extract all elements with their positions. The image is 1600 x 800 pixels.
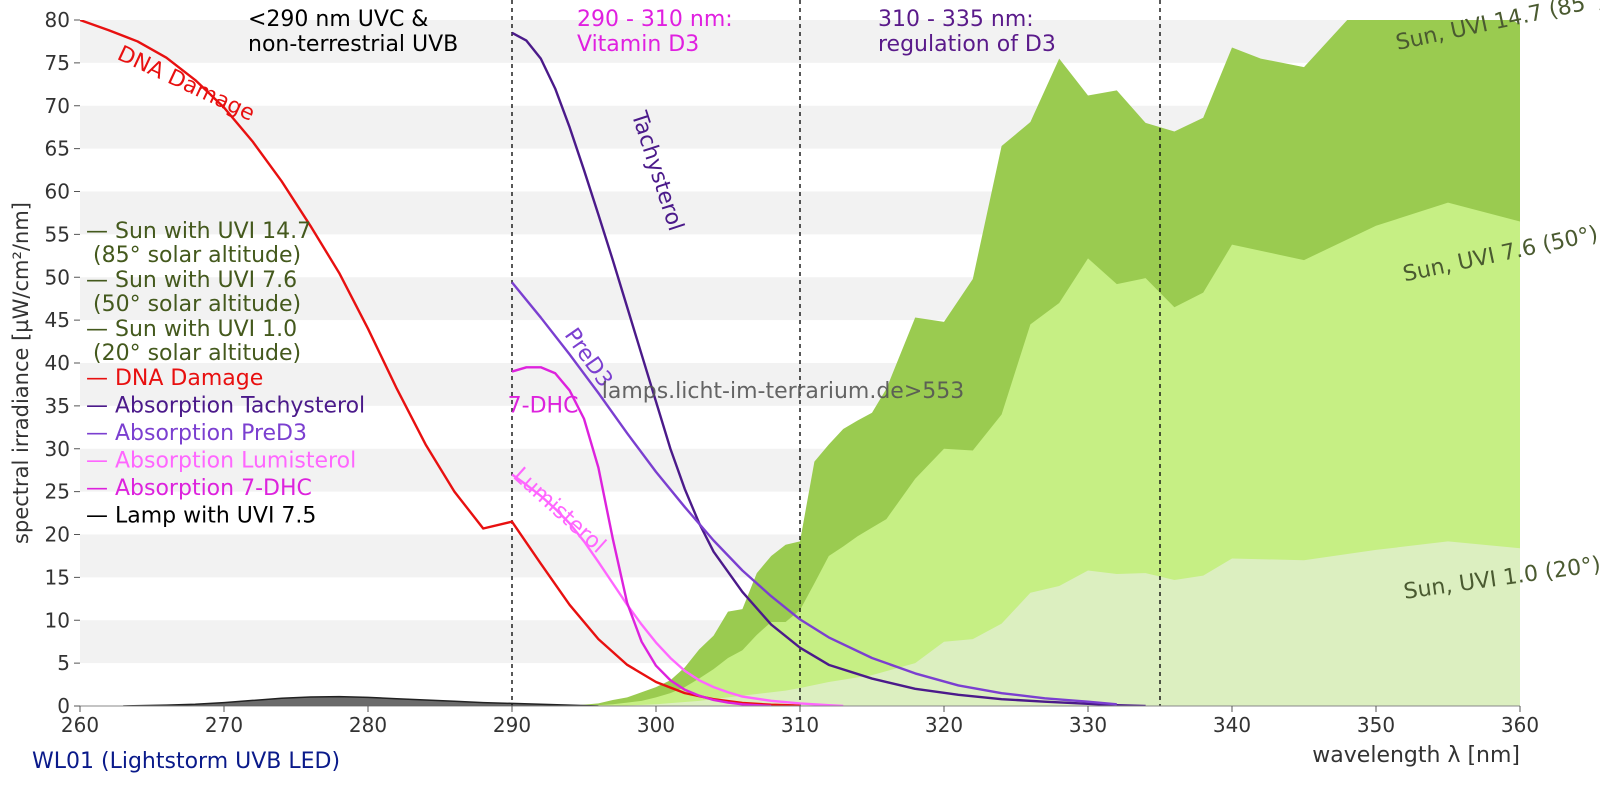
watermark: lamps.licht-im-terrarium.de>553 [602, 379, 965, 404]
series-area [123, 696, 599, 706]
y-tick-label: 15 [45, 565, 70, 589]
y-tick-label: 55 [45, 222, 70, 246]
y-tick-label: 40 [45, 351, 70, 375]
footer-lamp-label: WL01 (Lightstorm UVB LED) [32, 749, 340, 774]
region-label: 290 - 310 nm: Vitamin D3 [577, 7, 733, 57]
x-tick-label: 290 [493, 713, 531, 737]
legend-entry: — Sun with UVI 7.6 (50° solar altitude) [86, 268, 301, 317]
text-line: (20° solar altitude) [86, 341, 301, 366]
y-tick-label: 80 [45, 8, 70, 32]
text-line: — DNA Damage [86, 366, 263, 391]
lamp-outline [123, 695, 599, 706]
series-line [80, 20, 801, 706]
x-tick-label: 310 [781, 713, 819, 737]
y-tick-label: 10 [45, 608, 70, 632]
series-area [612, 541, 1520, 706]
y-tick-label: 0 [57, 694, 70, 718]
area-layer [123, 20, 1520, 706]
y-tick-label: 45 [45, 308, 70, 332]
x-tick-label: 320 [925, 713, 963, 737]
y-tick-label: 5 [57, 651, 70, 675]
legend-entry: — DNA Damage [86, 366, 263, 391]
text-line: (50° solar altitude) [86, 292, 301, 317]
region-label: <290 nm UVC & non-terrestrial UVB [248, 7, 458, 57]
legend-entry: — Sun with UVI 14.7 (85° solar altitude) [86, 219, 311, 268]
y-tick-label: 65 [45, 137, 70, 161]
x-tick-label: 300 [637, 713, 675, 737]
text-line: 290 - 310 nm: [577, 7, 733, 32]
text-line: — Sun with UVI 14.7 [86, 219, 311, 244]
text-line: (85° solar altitude) [86, 243, 301, 268]
x-axis-label: wavelength λ [nm] [1312, 743, 1520, 768]
y-tick-label: 30 [45, 437, 70, 461]
axis-layer: 260 270 280 290 300 310 320 330 340 350 360 0 5 10 15 2… [45, 8, 1540, 737]
y-tick-label: 75 [45, 51, 70, 75]
text-line: — Absorption 7-DHC [86, 476, 312, 501]
y-tick-label: 50 [45, 265, 70, 289]
x-tick-label: 340 [1213, 713, 1251, 737]
text-line: — Lamp with UVI 7.5 [86, 504, 316, 529]
text-line: — Sun with UVI 1.0 [86, 317, 297, 342]
vline-layer [511, 0, 1161, 706]
text-line: — Absorption Lumisterol [86, 449, 356, 474]
series-line [511, 366, 772, 706]
y-tick-label: 70 [45, 94, 70, 118]
text-line: <290 nm UVC & [248, 7, 428, 32]
y-tick-label: 25 [45, 480, 70, 504]
legend-entry: — Absorption PreD3 [86, 421, 307, 446]
region-label: 310 - 335 nm: regulation of D3 [878, 7, 1056, 57]
legend-entry: — Lamp with UVI 7.5 [86, 504, 316, 529]
text-line: — Sun with UVI 7.6 [86, 268, 297, 293]
x-tick-label: 330 [1069, 713, 1107, 737]
x-tick-label: 360 [1501, 713, 1539, 737]
text-line: — Absorption Tachysterol [86, 394, 365, 419]
legend-entry: — Absorption Tachysterol [86, 394, 365, 419]
y-axis-label: spectral irradiance [µW/cm²/nm] [9, 202, 33, 544]
x-tick-label: 280 [349, 713, 387, 737]
text-line: regulation of D3 [878, 32, 1056, 57]
line-layer [80, 20, 1146, 706]
legend-entry: — Sun with UVI 1.0 (20° solar altitude) [86, 317, 301, 366]
x-tick-label: 350 [1357, 713, 1395, 737]
x-tick-label: 270 [205, 713, 243, 737]
x-tick-label: 260 [61, 713, 99, 737]
text-line: — Absorption PreD3 [86, 421, 307, 446]
y-tick-label: 20 [45, 523, 70, 547]
series-label: 7-DHC [508, 394, 579, 419]
series-line [511, 281, 1117, 706]
legend-entry: — Absorption Lumisterol [86, 449, 356, 474]
legend-entry: — Absorption 7-DHC [86, 476, 312, 501]
text-line: 310 - 335 nm: [878, 7, 1034, 32]
series-line [511, 473, 844, 706]
y-tick-label: 60 [45, 180, 70, 204]
text-line: non-terrestrial UVB [248, 32, 458, 57]
text-line: Vitamin D3 [577, 32, 699, 57]
y-tick-label: 35 [45, 394, 70, 418]
